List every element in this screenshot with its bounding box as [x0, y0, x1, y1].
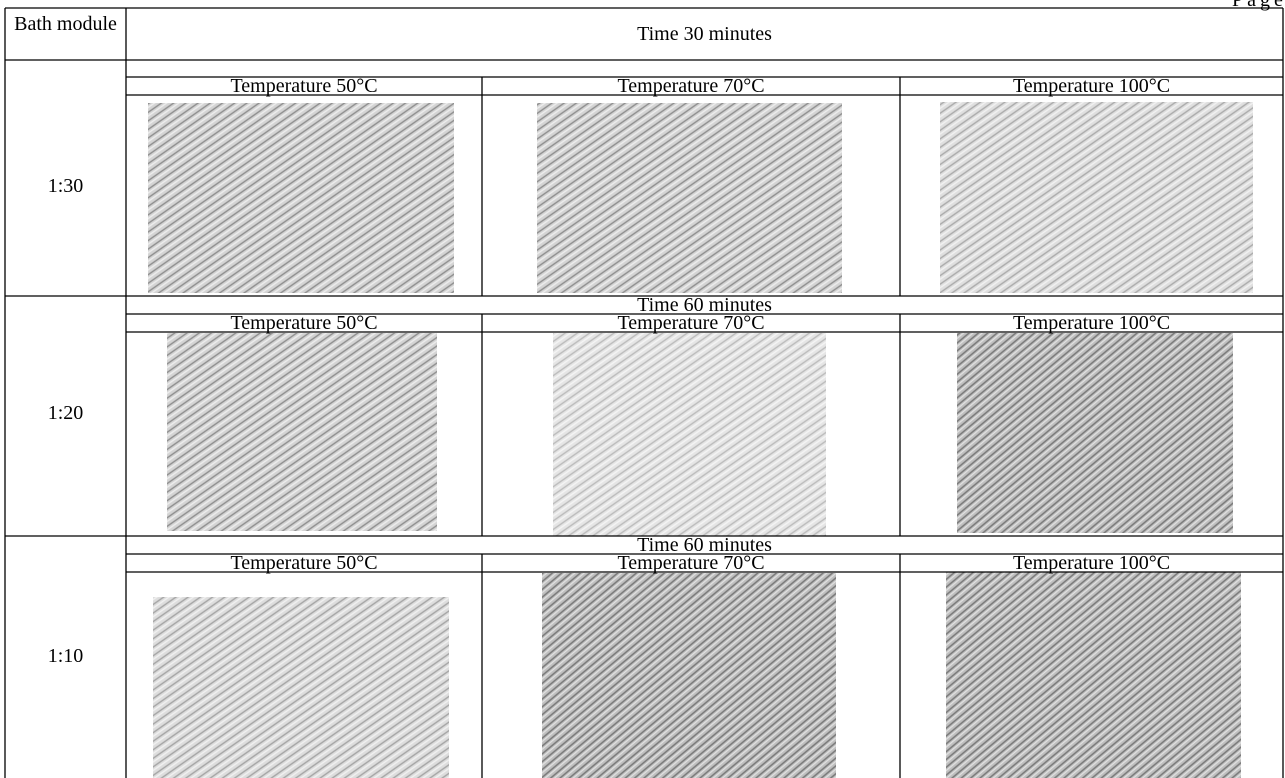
- temperature-header: Temperature 50°C: [230, 75, 378, 97]
- fabric-photo: [537, 103, 842, 293]
- temperature-header: Temperature 70°C: [617, 552, 765, 574]
- temperature-header: Temperature 70°C: [617, 312, 765, 334]
- module-label: 1:20: [47, 402, 84, 424]
- fabric-images: [148, 102, 1253, 778]
- temperature-header: Temperature 50°C: [230, 312, 378, 334]
- fabric-photo: [940, 102, 1253, 293]
- temperature-header: Temperature 100°C: [1012, 552, 1171, 574]
- fabric-photo: [148, 103, 454, 293]
- module-label: 1:10: [47, 645, 84, 667]
- time-header: Time 60 minutes: [637, 294, 772, 316]
- temperature-header: Temperature 100°C: [1012, 75, 1171, 97]
- fabric-photo: [957, 333, 1233, 533]
- corner-header: Bath module: [14, 13, 117, 35]
- time-header: Time 60 minutes: [637, 534, 772, 556]
- temperature-header: Temperature 100°C: [1012, 312, 1171, 334]
- fabric-photo: [167, 333, 437, 531]
- module-label: 1:30: [47, 175, 84, 197]
- fabric-photo: [542, 573, 836, 778]
- time-header: Time 30 minutes: [637, 23, 772, 45]
- temperature-header: Temperature 50°C: [230, 552, 378, 574]
- fabric-photo: [553, 333, 826, 536]
- fabric-photo: [946, 572, 1241, 778]
- temperature-header: Temperature 70°C: [617, 75, 765, 97]
- fabric-photo: [153, 597, 449, 778]
- table-borders: [4, 7, 1284, 778]
- page-number: Page: [1232, 0, 1285, 11]
